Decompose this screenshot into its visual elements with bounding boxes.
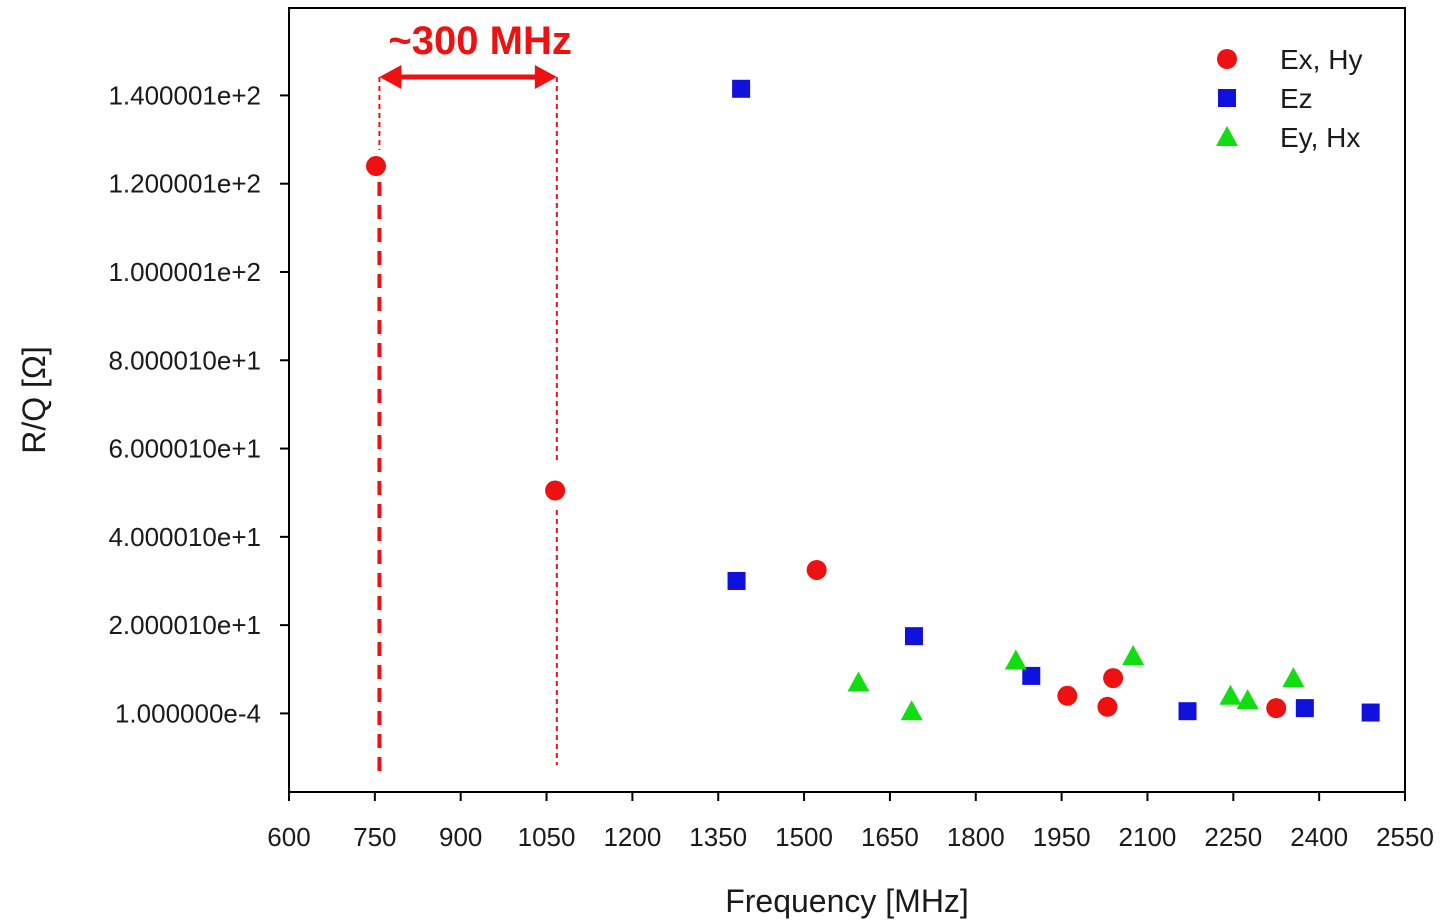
annotation-label: ~300 MHz xyxy=(388,19,571,63)
data-point xyxy=(904,627,923,646)
legend-marker xyxy=(1216,126,1238,146)
data-point xyxy=(1266,698,1287,719)
data-point xyxy=(1295,699,1314,718)
x-tick-label: 1500 xyxy=(775,822,833,852)
legend-marker xyxy=(1217,49,1237,69)
data-point xyxy=(1022,666,1041,685)
x-tick-label: 2250 xyxy=(1204,822,1262,852)
axes: 600 750 900 1050 1200 1350 1500 1650 1800 1950 210… xyxy=(108,7,1434,852)
y-axis-title: R/Q [Ω] xyxy=(16,346,52,453)
data-points xyxy=(365,79,1380,722)
series-2 xyxy=(847,645,1305,721)
data-point xyxy=(806,559,827,580)
data-point xyxy=(1282,667,1305,688)
x-tick-label: 900 xyxy=(439,822,482,852)
data-point xyxy=(1361,703,1380,722)
data-point xyxy=(1004,649,1027,670)
x-tick-label: 2400 xyxy=(1290,822,1348,852)
y-tick-label: 4.000010e+1 xyxy=(108,522,261,552)
data-point xyxy=(1057,685,1078,706)
data-point xyxy=(1219,684,1242,705)
data-point xyxy=(1122,645,1145,666)
y-tick-label: 2.000010e+1 xyxy=(108,610,261,640)
series-0 xyxy=(365,156,1287,719)
x-tick-label: 1200 xyxy=(603,822,661,852)
x-tick-label: 600 xyxy=(267,822,310,852)
legend: Ex, Hy Ez Ey, Hx xyxy=(1216,44,1362,153)
x-axis-title: Frequency [MHz] xyxy=(725,883,969,919)
y-tick-label: 1.200001e+2 xyxy=(108,169,261,199)
x-tick-label: 1050 xyxy=(518,822,576,852)
legend-label: Ey, Hx xyxy=(1280,122,1360,153)
legend-marker xyxy=(1218,89,1236,107)
x-tick-label: 1950 xyxy=(1033,822,1091,852)
legend-label: Ez xyxy=(1280,83,1313,114)
x-tick-label: 1350 xyxy=(689,822,747,852)
x-tick-label: 2100 xyxy=(1119,822,1177,852)
x-tick-label: 750 xyxy=(353,822,396,852)
data-point xyxy=(732,79,751,98)
data-point xyxy=(727,571,746,590)
y-tick-label: 8.000010e+1 xyxy=(108,345,261,375)
data-point xyxy=(1103,668,1124,689)
legend-label: Ex, Hy xyxy=(1280,44,1362,75)
y-tick-label: 1.000000e-4 xyxy=(115,698,261,728)
x-tick-label: 1650 xyxy=(861,822,919,852)
y-tick-label: 6.000010e+1 xyxy=(108,434,261,464)
plot-frame xyxy=(288,7,1406,793)
x-tick-label: 2550 xyxy=(1376,822,1434,852)
data-point xyxy=(1178,702,1197,721)
annotation-arrowhead-right xyxy=(534,65,557,89)
x-tick-label: 1800 xyxy=(947,822,1005,852)
data-point xyxy=(545,480,566,501)
series-1 xyxy=(727,79,1380,722)
data-point xyxy=(1097,696,1118,717)
data-point xyxy=(847,671,870,692)
data-point xyxy=(1236,689,1259,710)
annotation-arrowhead-left xyxy=(379,65,402,89)
annotation: ~300 MHz xyxy=(377,19,572,780)
data-point xyxy=(900,700,923,721)
data-point xyxy=(365,156,386,177)
y-tick-label: 1.400001e+2 xyxy=(108,80,261,110)
y-tick-label: 1.000001e+2 xyxy=(108,257,261,287)
